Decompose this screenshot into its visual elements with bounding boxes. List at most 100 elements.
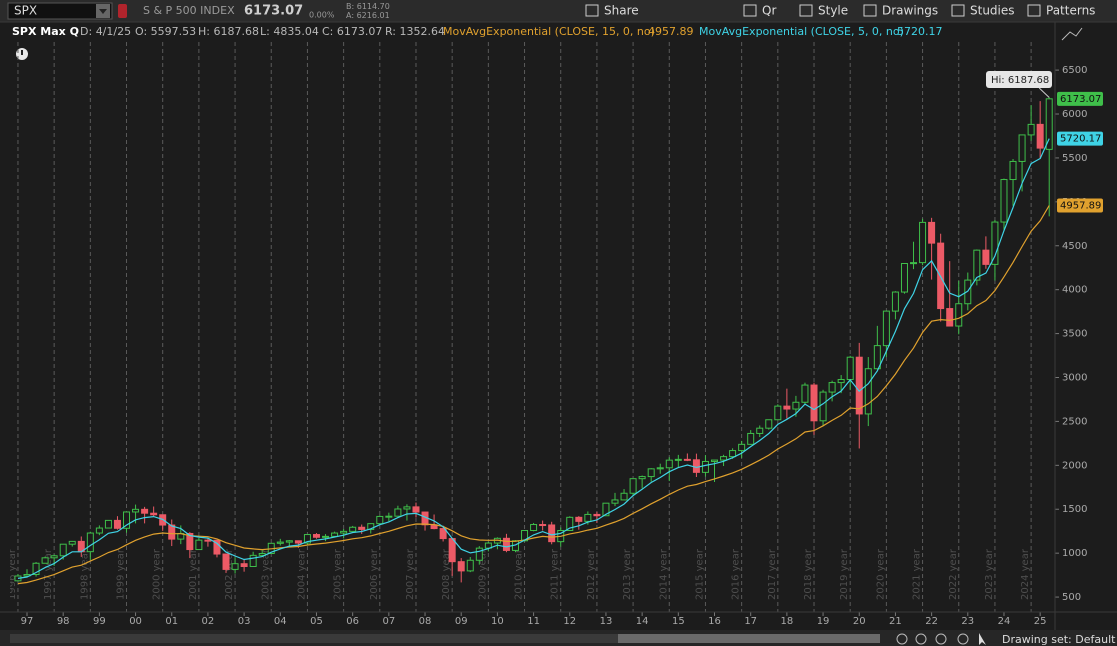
ema5-tag: 5720.17 <box>1060 134 1101 145</box>
year-label: 2010 year <box>514 548 525 600</box>
y-tick-label: 3500 <box>1062 329 1087 340</box>
candle-body <box>620 492 628 501</box>
ask-label: A: <box>346 11 354 20</box>
toolbar-button[interactable]: Patterns <box>1046 4 1095 18</box>
candle-body <box>692 459 700 473</box>
hi-bubble <box>986 71 1052 88</box>
crosshair[interactable] <box>957 633 969 645</box>
study-label[interactable]: MovAvgExponential (CLOSE, 5, 0, no) <box>699 25 904 38</box>
bid-value: 6114.70 <box>357 2 390 11</box>
year-label: 1996 year <box>7 548 18 600</box>
zoom-out[interactable] <box>896 633 908 645</box>
last-price-tag-bg <box>1057 91 1103 106</box>
label: H: <box>198 25 210 38</box>
year-label: 2016 year <box>731 548 742 600</box>
candle-body <box>240 563 248 568</box>
label: L: <box>260 25 270 38</box>
candle-body <box>186 532 194 551</box>
hi-value: 6187.68 <box>1008 75 1049 86</box>
x-tick-label: 21 <box>889 616 902 627</box>
x-tick-label: 04 <box>274 616 287 627</box>
x-tick-label: 01 <box>165 616 178 627</box>
year-label: 2005 year <box>333 548 344 600</box>
candle-body <box>466 559 474 572</box>
candle-body <box>711 459 719 462</box>
year-label: 1999 year <box>116 548 127 600</box>
candle-body <box>1027 123 1035 136</box>
toolbar-button[interactable]: Share <box>604 4 639 18</box>
candle-body <box>322 535 330 538</box>
value: 6187.68 <box>213 25 259 38</box>
x-tick-label: 19 <box>817 616 830 627</box>
scroll-track[interactable] <box>10 634 880 643</box>
label: C: <box>322 25 333 38</box>
year-label: 2019 year <box>839 548 850 600</box>
hi-prefix: Hi: <box>991 75 1005 86</box>
toolbar-button[interactable]: Style <box>818 4 848 18</box>
candle-body <box>358 526 366 530</box>
year-label: 2000 year <box>152 548 163 600</box>
x-tick-label: 03 <box>238 616 251 627</box>
year-label: 2014 year <box>658 548 669 600</box>
candle-body <box>349 526 357 532</box>
symbol-input[interactable] <box>7 2 113 20</box>
ema15-tag-bg <box>1057 198 1103 213</box>
year-label: 2001 year <box>188 548 199 600</box>
x-tick-label: 25 <box>1034 616 1047 627</box>
candle-body <box>900 263 908 293</box>
candle-body <box>602 502 610 517</box>
info-range: R: 1352.64 <box>385 25 445 38</box>
candle-body <box>32 562 40 575</box>
axis-icon[interactable] <box>1061 27 1083 41</box>
toolbar <box>0 0 1117 22</box>
candle-body <box>584 513 592 522</box>
candle-body <box>113 519 121 529</box>
x-tick-label: 11 <box>527 616 540 627</box>
candle-body <box>276 541 284 544</box>
candle-body <box>955 303 963 327</box>
zoom-fit[interactable] <box>935 633 947 645</box>
zoom-in[interactable] <box>915 633 927 645</box>
year-label: 2021 year <box>912 548 923 600</box>
year-label: 2011 year <box>550 548 561 600</box>
value: 4835.04 <box>273 25 319 38</box>
candle-body <box>774 405 782 421</box>
year-label: 2023 year <box>984 548 995 600</box>
candle-body <box>132 508 140 513</box>
study-value: 5720.17 <box>897 25 943 38</box>
change: 0.00% <box>309 11 335 20</box>
candle-body <box>946 308 954 327</box>
info-low: L: 4835.04 <box>260 25 319 38</box>
candle-body <box>303 534 311 544</box>
candle-body <box>412 506 420 513</box>
candle-body <box>141 508 149 514</box>
scroll-thumb[interactable] <box>618 634 880 643</box>
y-tick-label: 2000 <box>1062 460 1087 471</box>
candle-body <box>104 519 112 529</box>
x-tick-label: 16 <box>708 616 721 627</box>
toolbar-button[interactable]: Drawings <box>882 4 938 18</box>
candle-body <box>521 529 529 542</box>
candle-body <box>701 460 709 473</box>
x-tick-label: 10 <box>491 616 504 627</box>
hi-label: Hi: 6187.68 <box>991 75 1049 86</box>
year-label: 2006 year <box>369 548 380 600</box>
candle-body <box>231 563 239 570</box>
toolbar-button[interactable]: Qr <box>762 4 776 18</box>
candle-body <box>68 540 76 545</box>
candle-body <box>475 547 483 561</box>
label: R: <box>385 25 396 38</box>
y-tick-label: 6500 <box>1062 65 1087 76</box>
candle-body <box>285 540 293 543</box>
ema-line <box>17 138 1050 579</box>
candle-body <box>747 432 755 445</box>
cursor[interactable] <box>979 633 986 645</box>
year-label: 2008 year <box>441 548 452 600</box>
study-label[interactable]: MovAvgExponential (CLOSE, 15, 0, no) <box>443 25 655 38</box>
candle-body <box>783 405 791 410</box>
candle-body <box>439 528 447 540</box>
drawing-set[interactable]: Drawing set: Default <box>1002 633 1116 646</box>
candle-body <box>59 543 67 557</box>
candle-body <box>213 539 221 555</box>
toolbar-button[interactable]: Studies <box>970 4 1015 18</box>
